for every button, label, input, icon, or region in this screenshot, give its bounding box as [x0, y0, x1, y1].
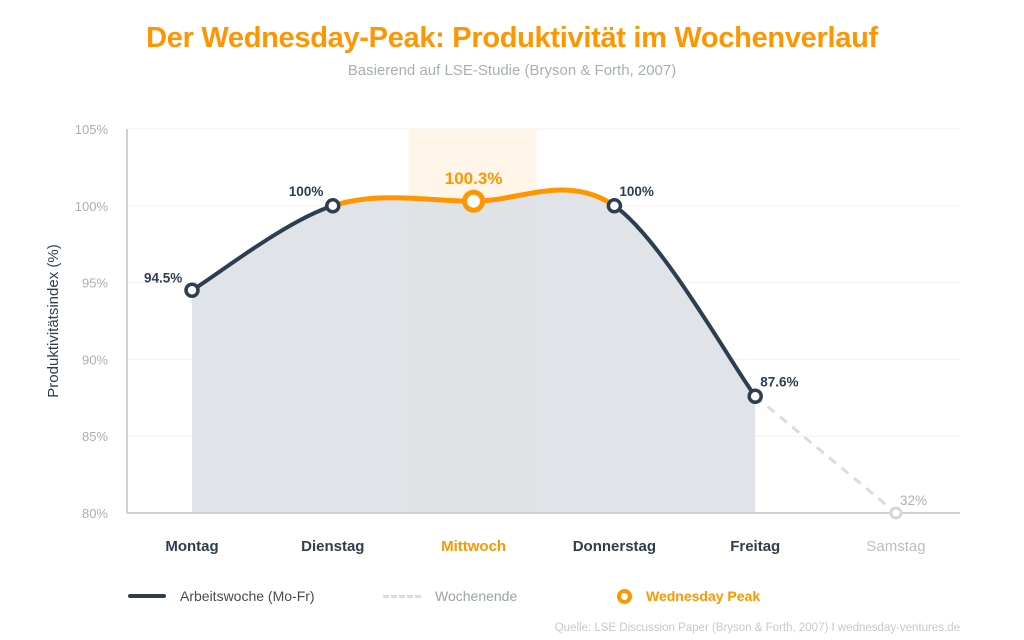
workweek-line-do-fr	[612, 203, 758, 399]
chart-title: Der Wednesday-Peak: Produktivität im Woc…	[146, 22, 878, 54]
y-axis-label: Produktivitätsindex (%)	[45, 244, 62, 397]
legend-label: Wednesday Peak	[646, 588, 761, 604]
weekend-line	[754, 395, 897, 515]
area-fill	[192, 190, 756, 513]
legend-item-workweek: Arbeitswoche (Mo-Fr)	[128, 588, 315, 604]
legend-item-weekend: Wochenende	[383, 588, 517, 604]
data-point-donnerstag	[606, 198, 623, 214]
y-tick-label: 95%	[82, 276, 108, 291]
data-point-mittwoch	[462, 189, 486, 213]
source-note: Quelle: LSE Discussion Paper (Bryson & F…	[554, 622, 960, 634]
y-tick-label: 85%	[82, 429, 108, 444]
legend-circle-icon	[617, 588, 632, 604]
data-label: 100%	[289, 184, 324, 199]
data-label: 87.6%	[760, 374, 798, 389]
x-tick-label: Montag	[165, 538, 218, 555]
y-tick-label: 80%	[82, 506, 108, 521]
data-point-montag	[184, 282, 200, 299]
legend-line-dashed-icon	[383, 594, 421, 598]
x-tick-label: Dienstag	[301, 538, 364, 555]
y-tick-label: 100%	[75, 199, 109, 214]
legend-label: Arbeitswoche (Mo-Fr)	[180, 588, 315, 604]
data-point-dienstag	[325, 198, 341, 214]
data-point-freitag	[747, 388, 763, 405]
x-tick-label: Mittwoch	[441, 538, 506, 555]
data-label: 94.5%	[144, 270, 182, 285]
y-tick-label: 105%	[75, 122, 109, 137]
data-label: 100%	[619, 184, 654, 199]
x-tick-label: Donnerstag	[573, 538, 656, 555]
legend-label: Wochenende	[435, 588, 518, 604]
x-tick-label: Samstag	[866, 538, 925, 555]
legend-line-solid-icon	[128, 594, 166, 598]
data-point-samstag	[889, 506, 903, 520]
workweek-line-mo-di	[190, 203, 335, 293]
legend-item-peak: Wednesday Peak	[617, 588, 760, 604]
data-label: 100.3%	[445, 169, 503, 188]
x-tick-label: Freitag	[730, 538, 780, 555]
y-tick-label: 90%	[82, 352, 108, 367]
chart-subtitle: Basierend auf LSE-Studie (Bryson & Forth…	[347, 62, 677, 79]
data-label: 32%	[900, 493, 927, 508]
